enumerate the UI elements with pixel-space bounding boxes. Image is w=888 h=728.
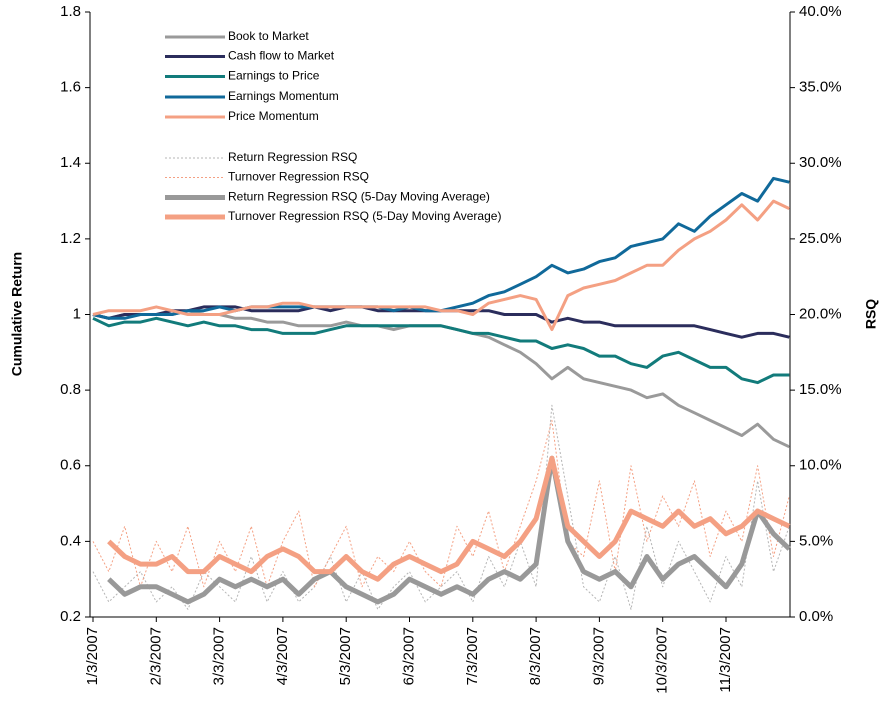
legend-label: Price Momentum: [228, 109, 319, 123]
y2-tick-label: 40.0%: [799, 3, 842, 20]
x-tick-label: 5/3/2007: [337, 627, 354, 685]
x-tick-label: 1/3/2007: [84, 627, 101, 685]
y2-tick-label: 5.0%: [799, 532, 833, 549]
x-tick-label: 9/3/2007: [590, 627, 607, 685]
series-line: [107, 455, 792, 605]
series-line: [107, 455, 791, 582]
legend-label: Return Regression RSQ: [228, 150, 357, 164]
y2-tick-label: 10.0%: [799, 457, 842, 474]
y-tick-label: 1.8: [60, 3, 81, 20]
x-tick-label: 6/3/2007: [400, 627, 417, 685]
x-tick-label: 3/3/2007: [211, 627, 228, 685]
y-tick-label: 0.4: [60, 532, 81, 549]
y-tick-label: 1: [73, 305, 81, 322]
y2-tick-label: 25.0%: [799, 230, 842, 247]
legend-label: Earnings Momentum: [228, 89, 339, 103]
y-tick-label: 1.2: [60, 230, 81, 247]
legend-label: Turnover Regression RSQ (5-Day Moving Av…: [228, 209, 501, 223]
legend-label: Return Regression RSQ (5-Day Moving Aver…: [228, 190, 490, 204]
x-tick-label: 4/3/2007: [274, 627, 291, 685]
y2-tick-label: 30.0%: [799, 154, 842, 171]
y-axis-label: Cumulative Return: [9, 252, 25, 376]
y-tick-label: 0.2: [60, 608, 81, 625]
y2-axis-label: RSQ: [863, 299, 879, 329]
x-tick-label: 2/3/2007: [147, 627, 164, 685]
series-line: [92, 404, 790, 610]
legend-label: Turnover Regression RSQ: [228, 170, 369, 184]
y-tick-label: 1.4: [60, 154, 81, 171]
legend-label: Cash flow to Market: [228, 49, 335, 63]
series-line: [92, 199, 790, 332]
x-tick-label: 7/3/2007: [464, 627, 481, 685]
y-tick-label: 0.6: [60, 457, 81, 474]
y2-tick-label: 35.0%: [799, 79, 842, 96]
x-tick-label: 11/3/2007: [717, 627, 734, 693]
x-tick-label: 10/3/2007: [654, 627, 671, 694]
y-tick-label: 1.6: [60, 79, 81, 96]
y-tick-label: 0.8: [60, 381, 81, 398]
series-line: [92, 316, 790, 385]
legend-label: Earnings to Price: [228, 69, 320, 83]
y2-tick-label: 0.0%: [799, 608, 833, 625]
y2-tick-label: 20.0%: [799, 305, 842, 322]
y2-tick-label: 15.0%: [799, 381, 842, 398]
x-tick-label: 8/3/2007: [527, 627, 544, 685]
series-line: [92, 309, 790, 449]
legend-label: Book to Market: [228, 29, 309, 43]
